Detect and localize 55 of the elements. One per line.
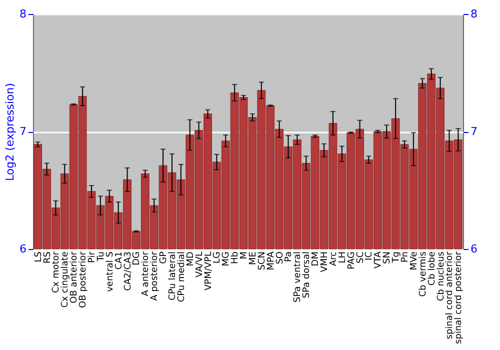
x-tick-label: SPa ventral	[293, 252, 304, 302]
x-tick-label: ventral S	[105, 251, 116, 292]
y2-tick-label: 7	[470, 125, 478, 138]
x-tick-label: LG	[212, 251, 223, 264]
x-tick-label: Hb	[230, 251, 241, 264]
x-tick-label: VMH	[320, 252, 330, 272]
x-tick-label: LS	[34, 251, 44, 262]
x-tick-label: Cb nucleus	[436, 251, 446, 302]
y-axis-title: Log2 (expression)	[4, 82, 16, 182]
x-tick-label: VPM/VPL	[204, 252, 214, 290]
x-tick-label: DG	[132, 251, 142, 266]
x-tick-label: SPa dorsal	[302, 252, 312, 298]
x-tick-label: CPu medial	[176, 252, 187, 302]
x-tick-label: SCN	[257, 252, 268, 270]
x-tick-label: MG	[222, 251, 232, 266]
x-tick-label: VTA	[374, 250, 384, 269]
x-tick-label: Pir	[87, 251, 98, 263]
x-tick-label: LH	[338, 252, 348, 264]
x-tick-label: VA/VL	[194, 252, 205, 278]
x-tick-label: Pa	[284, 252, 294, 262]
x-tick-label: DM	[311, 252, 322, 266]
x-tick-label: SN	[382, 252, 393, 264]
x-tick-label: Pn	[400, 252, 411, 262]
y-tick-label: 6	[20, 242, 26, 256]
x-tick-label: MPA	[266, 250, 276, 270]
x-tick-label: Arc	[328, 251, 339, 266]
x-tick-label: M	[240, 252, 250, 260]
x-tick-label: spinal cord anterior	[445, 251, 456, 340]
x-tick-label: Tu	[96, 252, 106, 262]
y2-tick-label: 6	[470, 242, 478, 256]
y-tick-label: 7	[20, 125, 26, 138]
x-tick-label: CA2/CA3	[123, 252, 134, 291]
x-tick-label: OB anterior	[70, 251, 80, 304]
x-tick-label: MVe	[409, 251, 420, 270]
x-tick-label: Cx cingulate	[60, 251, 71, 308]
x-tick-label: A anterior	[141, 251, 152, 296]
x-tick-label: SC	[356, 252, 366, 264]
x-tick-label: A posterior	[150, 251, 160, 301]
x-tick-label: Cb lobe	[427, 251, 438, 286]
x-tick-label: PAG	[346, 251, 357, 270]
x-tick-label: spinal cord posterior	[454, 251, 464, 344]
x-tick-label: CA1	[114, 252, 124, 270]
x-tick-label: Tg	[392, 252, 402, 264]
y-tick-label: 8	[20, 8, 26, 20]
x-tick-label: Cb vermis	[418, 251, 428, 297]
x-tick-label: ME	[248, 251, 258, 265]
x-tick-label: IC	[364, 252, 375, 260]
x-tick-label: Cx motor	[52, 251, 62, 293]
x-tick-label: OB posterior	[78, 251, 89, 308]
x-tick-label: MD	[186, 251, 196, 266]
x-tick-label: CPu lateral	[168, 252, 178, 300]
y2-tick-label: 8	[470, 8, 478, 20]
x-tick-label: RS	[42, 251, 53, 264]
x-tick-label: GP	[159, 250, 170, 264]
x-tick-label: SO	[275, 252, 286, 264]
